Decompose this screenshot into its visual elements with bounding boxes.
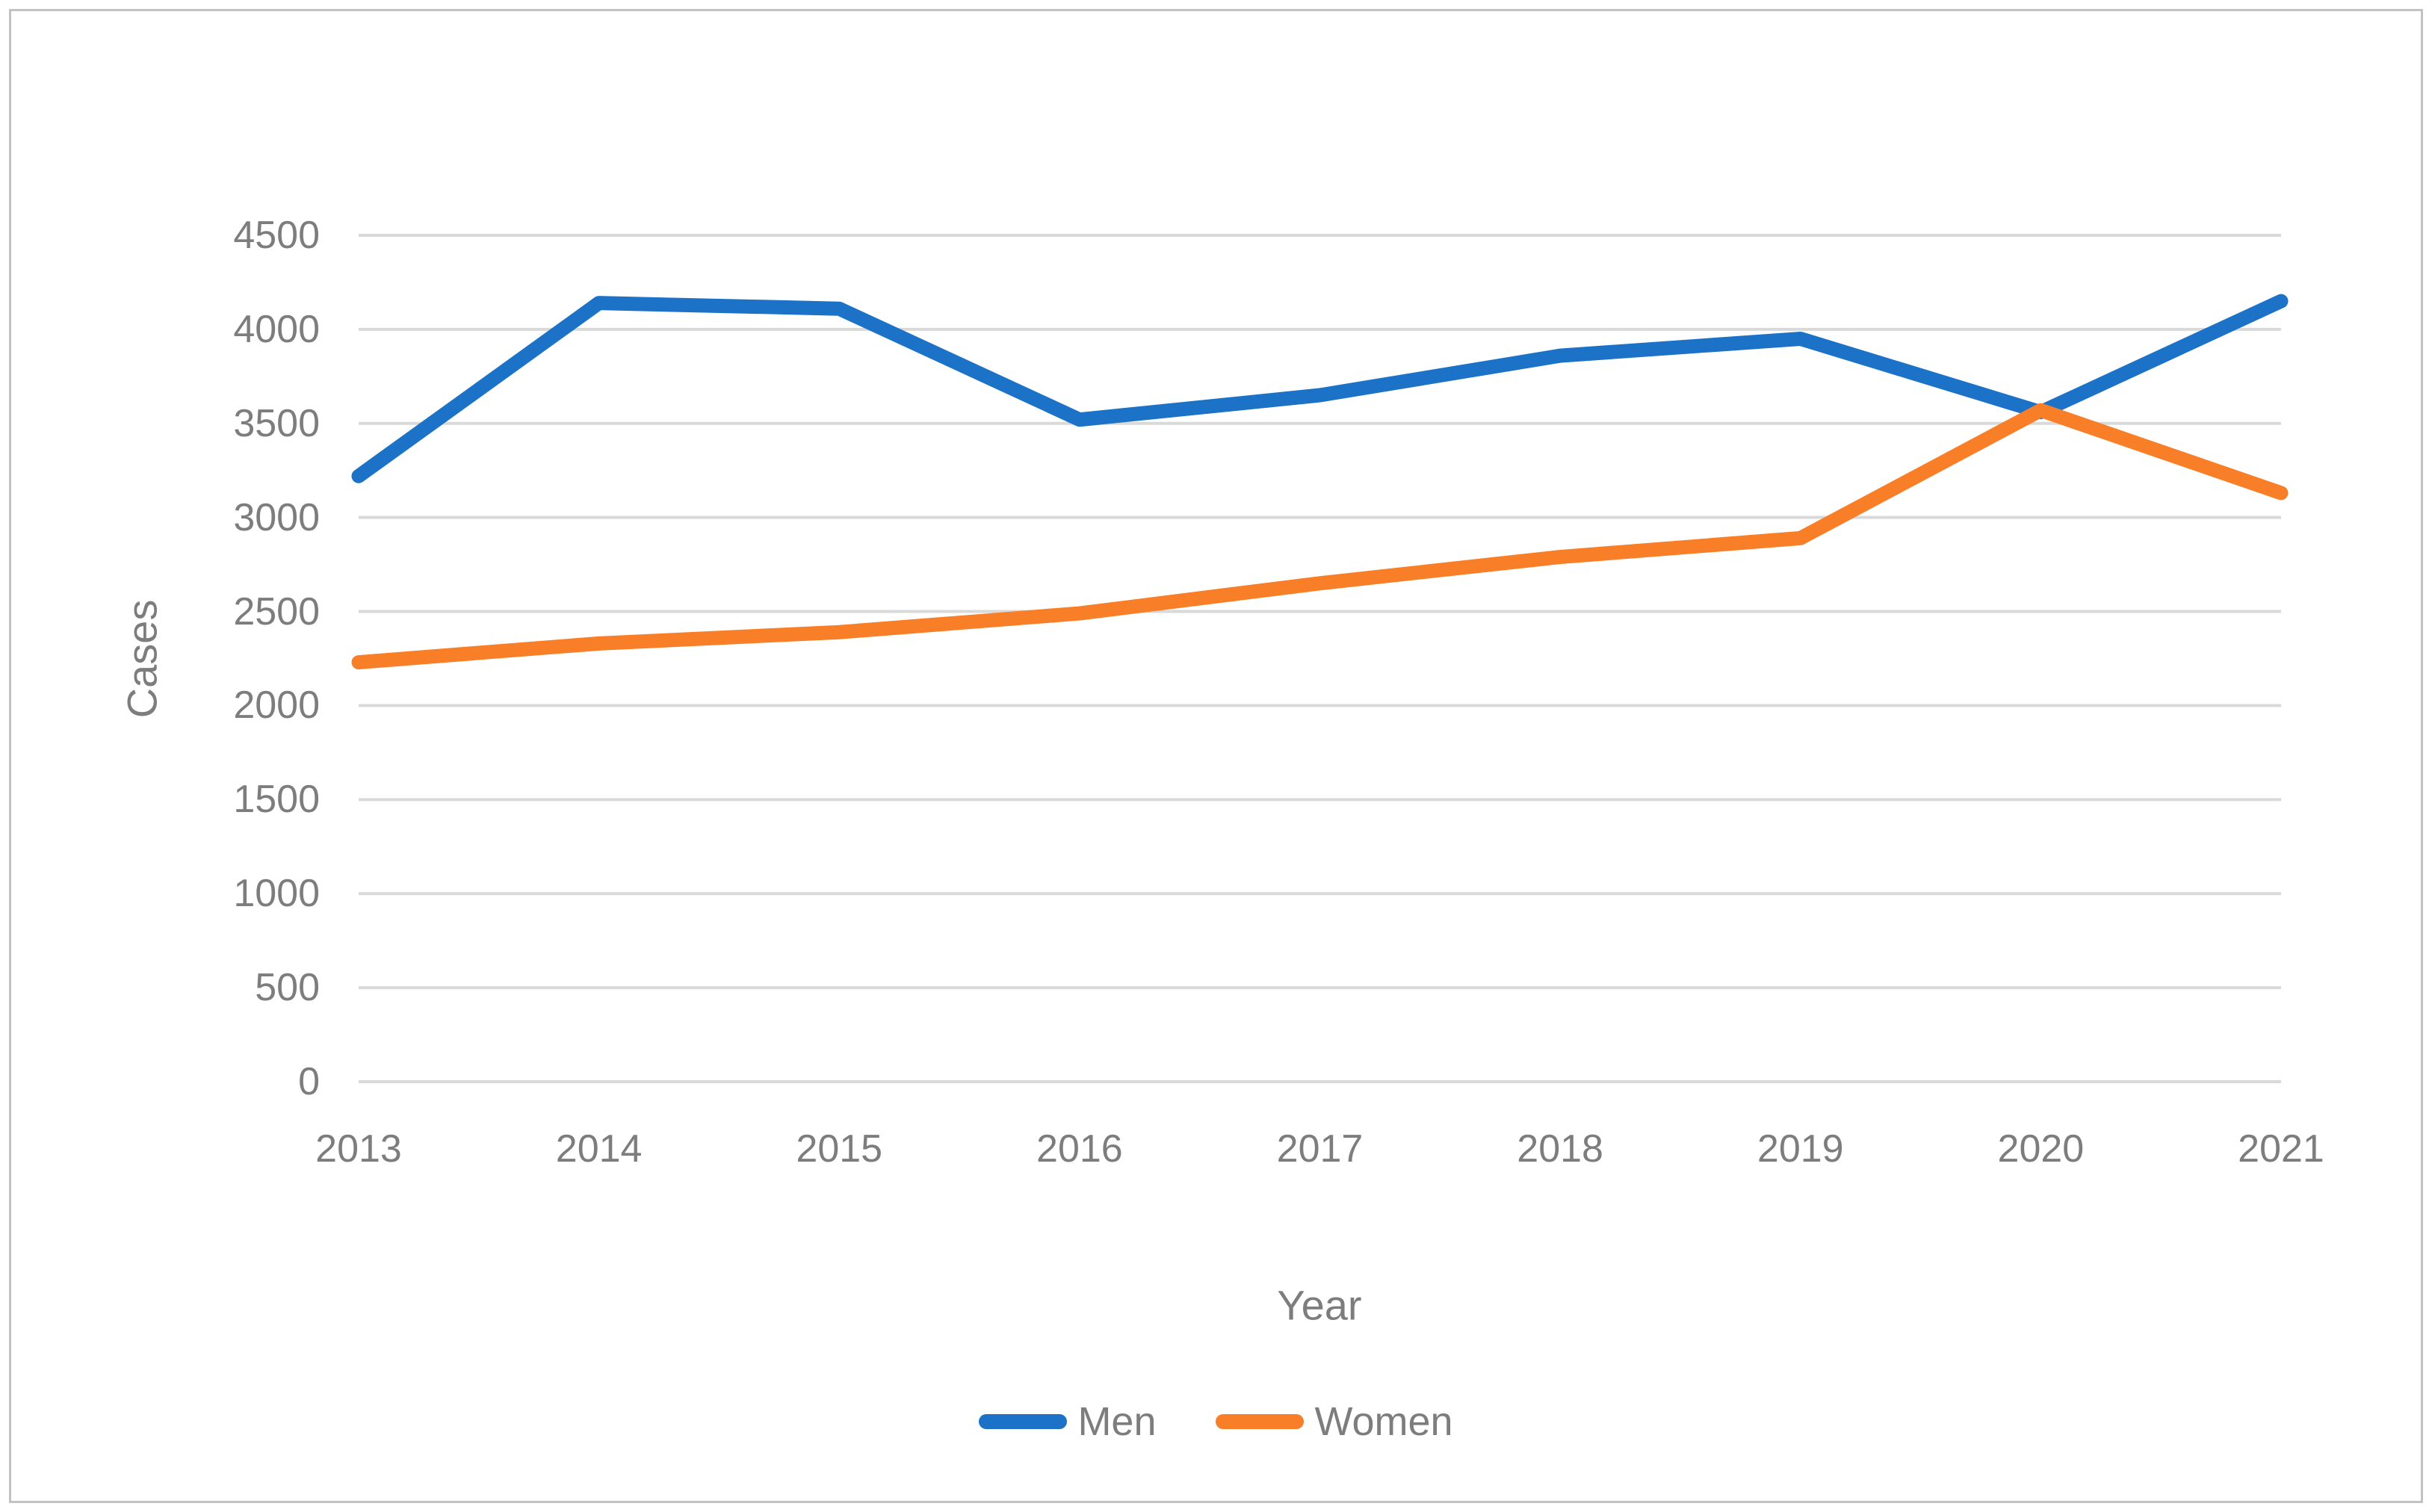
y-tick-label-1000: 1000	[233, 872, 320, 916]
x-tick-label-2020: 2020	[1997, 1127, 2085, 1171]
legend-swatch-men	[979, 1414, 1068, 1429]
y-tick-label-1500: 1500	[233, 778, 320, 822]
legend-label-men: Men	[1077, 1399, 1157, 1444]
series-line-women	[351, 403, 2289, 670]
y-tick-label-3500: 3500	[233, 401, 320, 445]
x-tick-label-2013: 2013	[315, 1127, 402, 1171]
chart-legend: Men Women	[0, 1401, 2432, 1442]
y-tick-label-2500: 2500	[233, 589, 320, 633]
data-series-lines	[351, 294, 2289, 670]
x-tick-label-2016: 2016	[1036, 1127, 1123, 1171]
y-tick-label-3000: 3000	[233, 495, 320, 539]
x-tick-label-2019: 2019	[1757, 1127, 1844, 1171]
y-tick-label-4500: 4500	[233, 214, 320, 257]
series-line-men	[351, 294, 2289, 483]
legend-item-men: Men	[979, 1401, 1156, 1442]
legend-item-women: Women	[1216, 1399, 1453, 1444]
legend-swatch-women	[1216, 1414, 1305, 1429]
y-axis-title: Cases	[118, 599, 166, 719]
x-axis-title: Year	[1277, 1281, 1362, 1329]
y-tick-label-500: 500	[255, 966, 320, 1010]
x-tick-label-2014: 2014	[555, 1127, 643, 1171]
x-tick-label-2018: 2018	[1517, 1127, 1603, 1171]
x-tick-label-2015: 2015	[796, 1127, 883, 1171]
horizontal-gridlines	[359, 234, 2281, 1083]
legend-label-women: Women	[1314, 1399, 1453, 1444]
y-tick-label-2000: 2000	[233, 684, 320, 728]
y-tick-label-4000: 4000	[233, 307, 320, 351]
x-tick-label-2021: 2021	[2238, 1127, 2324, 1171]
x-tick-label-2017: 2017	[1276, 1127, 1364, 1171]
y-tick-label-0: 0	[298, 1060, 320, 1103]
